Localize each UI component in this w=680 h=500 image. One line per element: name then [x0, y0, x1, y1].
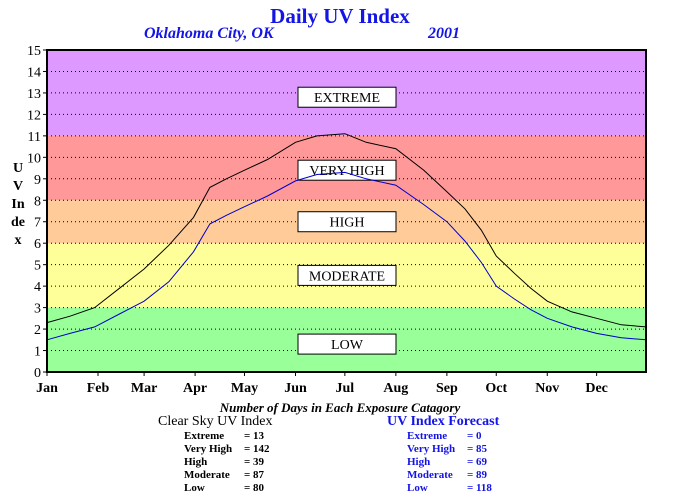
- y-tick-label: 8: [34, 194, 41, 209]
- forecast-stat-label: Extreme: [407, 430, 448, 442]
- forecast-stat-label: High: [407, 456, 431, 468]
- forecast-stat-value: = 0: [467, 430, 482, 442]
- forecast-stat-label: Low: [407, 482, 428, 494]
- x-tick-label: Oct: [485, 381, 507, 396]
- y-tick-label: 11: [28, 130, 41, 145]
- forecast-stat-row: Moderate = 89: [407, 469, 487, 482]
- y-tick-label: 7: [34, 216, 41, 231]
- x-tick-label: Aug: [383, 381, 408, 396]
- y-tick-label: 5: [34, 259, 41, 274]
- forecast-stat-value: = 89: [467, 469, 488, 481]
- chart-title: Daily UV Index: [270, 4, 410, 28]
- y-tick-label: 9: [34, 173, 41, 188]
- clear-sky-stat-label: Very High: [184, 443, 233, 455]
- x-tick-label: Mar: [131, 381, 157, 396]
- x-tick-label: Sep: [436, 381, 458, 396]
- band-label: VERY HIGH: [309, 164, 384, 179]
- clear-sky-stat-label: Moderate: [184, 469, 230, 481]
- y-tick-label: 4: [34, 280, 41, 295]
- forecast-stat-label: Very High: [407, 443, 456, 455]
- y-tick-label: 10: [27, 151, 41, 166]
- band-label: MODERATE: [309, 269, 385, 284]
- clear-sky-stat-value: = 13: [244, 430, 265, 442]
- x-tick-label: Jul: [336, 381, 355, 396]
- forecast-stat-label: Moderate: [407, 469, 453, 481]
- band-label-box: [297, 333, 397, 355]
- y-tick-label: 0: [34, 366, 41, 381]
- chart-location: Oklahoma City, OK: [144, 25, 274, 42]
- forecast-stat-value: = 85: [467, 443, 488, 455]
- forecast-stat-row: Low = 118: [407, 482, 492, 495]
- clear-sky-stat-row: Very High = 142: [184, 443, 270, 456]
- forecast-stat-row: High = 69: [407, 456, 487, 469]
- x-tick-label: Jun: [284, 381, 307, 396]
- clear-sky-stat-row: Low = 80: [184, 482, 264, 495]
- x-tick-label: Dec: [585, 381, 608, 396]
- forecast-stat-value: = 118: [467, 482, 492, 494]
- clear-sky-stats-title: Clear Sky UV Index: [158, 414, 273, 429]
- y-tick-label: 2: [34, 323, 41, 338]
- clear-sky-stat-value: = 87: [244, 469, 265, 481]
- forecast-stat-value: = 69: [467, 456, 488, 468]
- series-line-clear-sky: [46, 133, 647, 328]
- forecast-stats-title: UV Index Forecast: [387, 414, 500, 429]
- x-tick-label: May: [231, 381, 258, 396]
- forecast-stat-row: Very High = 85: [407, 443, 487, 456]
- band-label-box: [297, 159, 397, 181]
- y-tick-label: 13: [27, 87, 41, 102]
- clear-sky-stat-row: Moderate = 87: [184, 469, 264, 482]
- chart-year: 2001: [428, 25, 460, 42]
- forecast-stat-row: Extreme = 0: [407, 430, 482, 443]
- clear-sky-stat-row: High = 39: [184, 456, 264, 469]
- x-tick-label: Feb: [87, 381, 110, 396]
- clear-sky-stat-value: = 39: [244, 456, 265, 468]
- clear-sky-stat-label: Low: [184, 482, 205, 494]
- band-label: HIGH: [330, 216, 365, 231]
- y-tick-label: 12: [27, 108, 41, 123]
- band-label-box: [297, 264, 397, 286]
- band-label-box: [297, 211, 397, 233]
- plot-frame: [46, 49, 647, 373]
- clear-sky-stat-label: High: [184, 456, 208, 468]
- x-tick-label: Nov: [535, 381, 559, 396]
- y-tick-label: 6: [34, 237, 41, 252]
- band-label-box: [297, 86, 397, 108]
- clear-sky-stat-label: Extreme: [184, 430, 225, 442]
- y-tick-label: 1: [34, 345, 41, 360]
- band-label: EXTREME: [314, 91, 380, 106]
- y-tick-label: 15: [27, 44, 41, 59]
- clear-sky-stat-row: Extreme = 13: [184, 430, 264, 443]
- y-axis-label: UV Index: [11, 161, 25, 248]
- x-tick-label: Jan: [36, 381, 58, 396]
- y-tick-label: 3: [34, 302, 41, 317]
- clear-sky-stat-value: = 142: [244, 443, 270, 455]
- band-label: LOW: [331, 338, 364, 353]
- clear-sky-stat-value: = 80: [244, 482, 265, 494]
- x-tick-label: Apr: [183, 381, 207, 396]
- stats-caption: Number of Days in Each Exposure Catagory: [219, 400, 461, 415]
- y-tick-label: 14: [27, 65, 41, 80]
- series-line-forecast: [46, 171, 647, 341]
